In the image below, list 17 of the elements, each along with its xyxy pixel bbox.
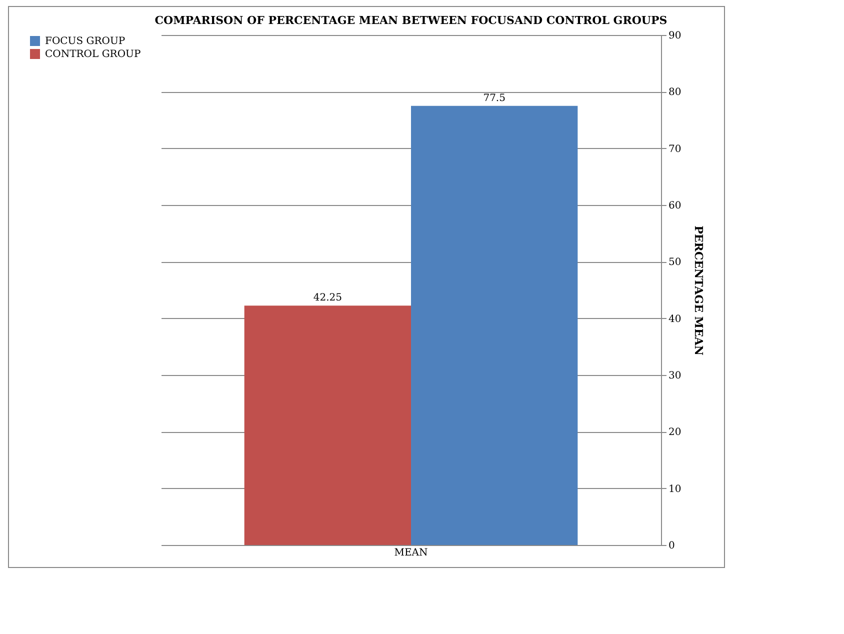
y-tick-label: 20	[668, 427, 682, 438]
y-tick-label: 30	[668, 370, 682, 382]
chart-title: COMPARISON OF PERCENTAGE MEAN BETWEEN FOCUSAND CONTROL GROUPS	[154, 14, 668, 27]
legend-label: CONTROL GROUP	[45, 49, 141, 60]
data-label: 77.5	[483, 92, 506, 104]
legend-label: FOCUS GROUP	[45, 36, 126, 47]
y-tick-label: 0	[668, 540, 675, 552]
y-tick-label: 80	[668, 87, 682, 98]
y-tick-label: 70	[668, 144, 682, 155]
y-tick-label: 40	[668, 314, 682, 325]
y-tick-label: 10	[668, 484, 682, 495]
x-tick-label: MEAN	[394, 548, 428, 558]
y-tick-label: 50	[668, 257, 682, 268]
y-tick-label: 60	[668, 200, 682, 212]
data-label: 42.25	[313, 292, 342, 304]
y-tick-label: 90	[668, 30, 682, 42]
y-axis-title: PERCENTAGE MEAN	[692, 226, 706, 356]
